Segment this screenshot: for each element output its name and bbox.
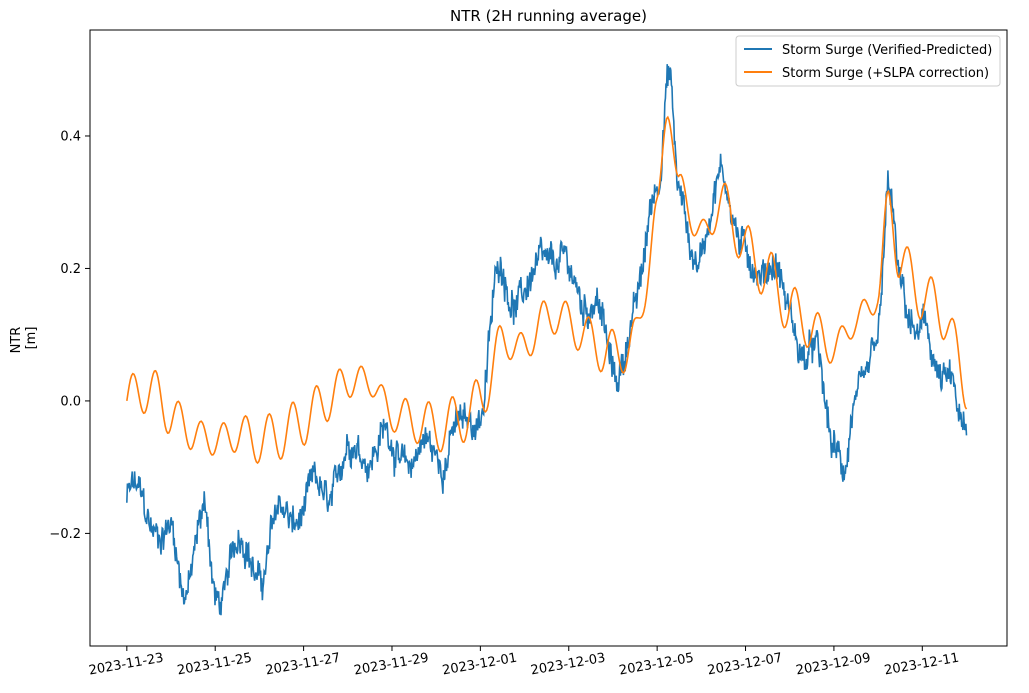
x-tick-label: 2023-12-01 bbox=[441, 651, 518, 679]
y-tick-label: 0.4 bbox=[60, 129, 81, 144]
legend: Storm Surge (Verified-Predicted) Storm Su… bbox=[735, 35, 1001, 87]
plot-lines bbox=[126, 64, 968, 616]
series-line-2 bbox=[126, 115, 968, 465]
chart-title: NTR (2H running average) bbox=[450, 7, 647, 25]
x-tick-label: 2023-12-05 bbox=[618, 651, 695, 679]
x-tick-label: 2023-11-25 bbox=[176, 651, 253, 679]
x-tick-label: 2023-12-07 bbox=[706, 651, 783, 679]
x-tick-label: 2023-11-29 bbox=[353, 651, 430, 679]
legend-label-1: Storm Surge (Verified-Predicted) bbox=[782, 43, 992, 58]
y-axis-label: NTR [m] bbox=[9, 323, 39, 354]
y-tick-label: 0.0 bbox=[60, 394, 81, 409]
legend-box bbox=[735, 35, 1001, 87]
x-tick-label: 2023-11-27 bbox=[264, 651, 341, 679]
x-tick-label: 2023-11-23 bbox=[88, 651, 165, 679]
y-tick-label: 0.2 bbox=[60, 262, 81, 277]
y-tick-label: −0.2 bbox=[49, 527, 81, 542]
y-axis-label-line-2: [m] bbox=[24, 327, 39, 350]
series-line-1 bbox=[126, 64, 968, 616]
x-tick-label: 2023-12-11 bbox=[883, 651, 960, 679]
legend-label-2: Storm Surge (+SLPA correction) bbox=[782, 66, 989, 81]
x-tick-label: 2023-12-03 bbox=[530, 651, 607, 679]
y-axis-label-line-1: NTR bbox=[9, 327, 24, 354]
y-axis: −0.2 0.0 0.2 0.4 bbox=[49, 129, 90, 542]
plot-frame bbox=[89, 29, 1008, 647]
x-axis: 2023-11-23 2023-11-25 2023-11-27 2023-11-29… bbox=[88, 646, 960, 678]
x-tick-label: 2023-12-09 bbox=[795, 651, 872, 679]
